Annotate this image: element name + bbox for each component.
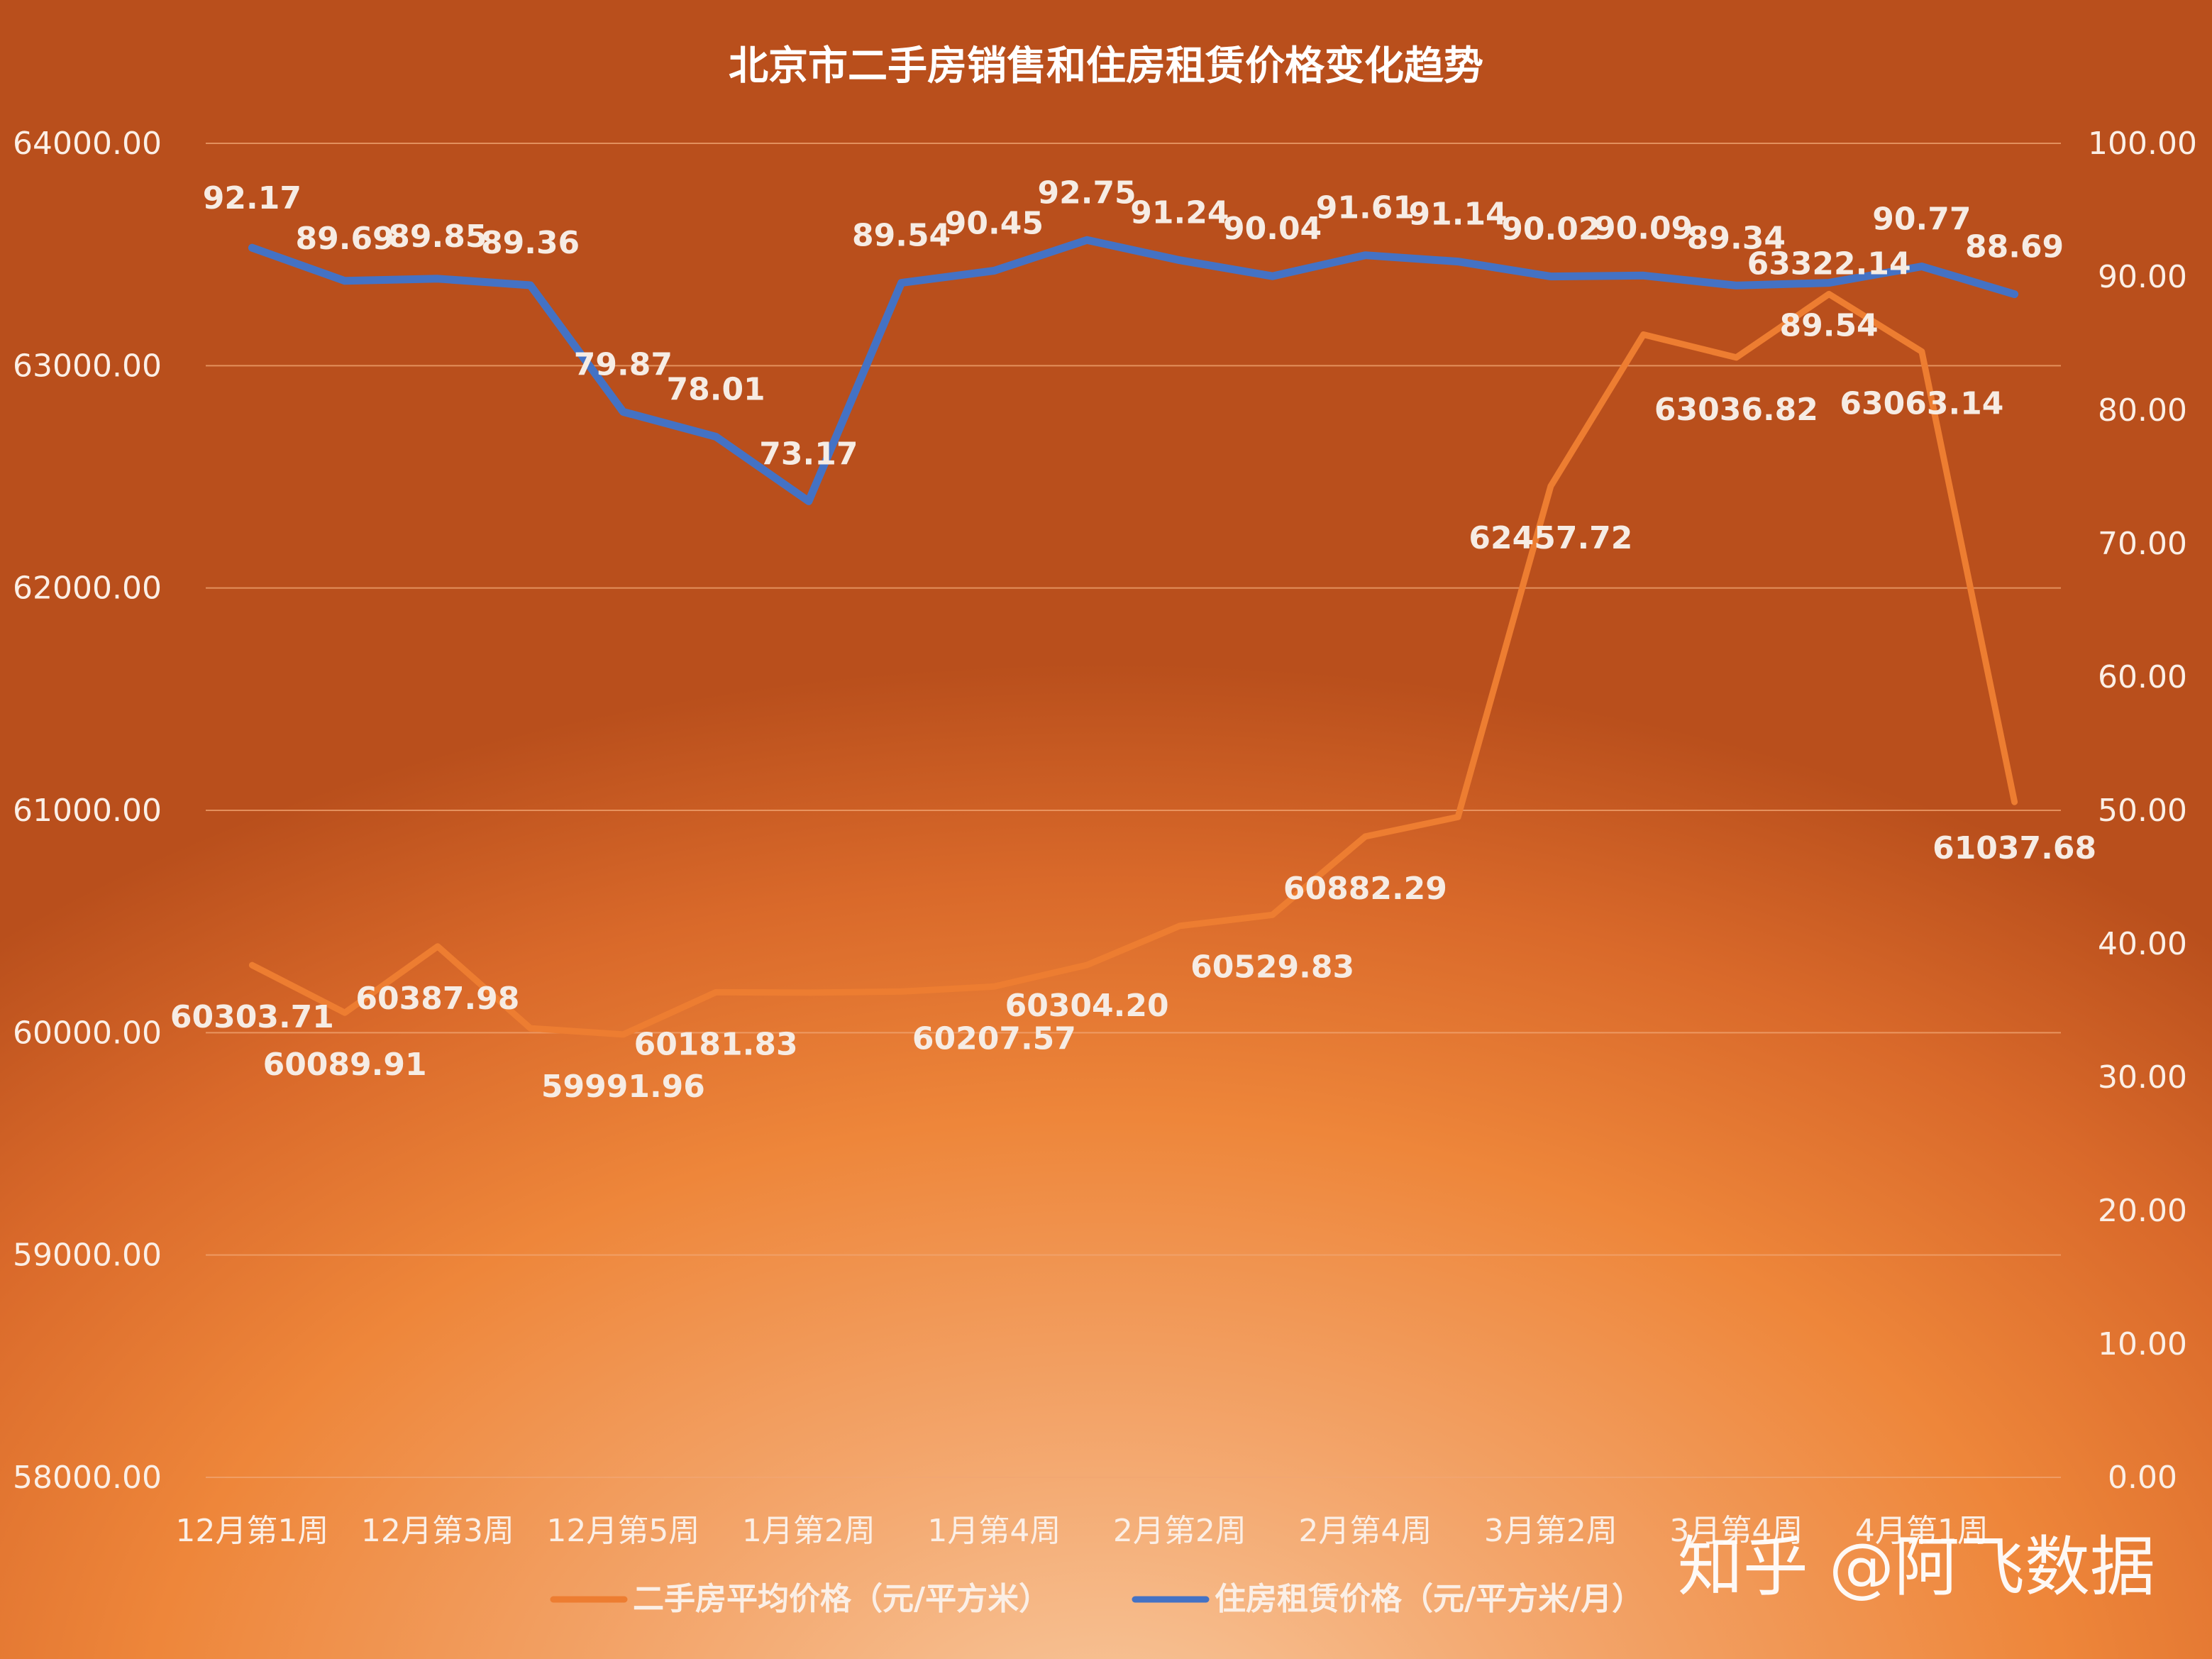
data-label-s0: 62457.72 [1469,520,1632,556]
data-label-s1: 90.04 [1223,211,1322,247]
data-labels: 60303.71 60089.91 60387.98 59991.96 60181.83… [170,175,2096,1105]
legend-label-1: 住房租赁价格（元/平方米/月） [1215,1581,1643,1617]
y-right-tick-label: 20.00 [2098,1193,2187,1229]
y-left-tick-label: 61000.00 [13,793,162,829]
series-line-1 [248,236,2019,505]
x-tick-label: 12月第1周 [175,1513,328,1549]
gridlines [206,143,2061,1478]
data-label-s0: 63322.14 [1747,246,1911,282]
y-right-tick-label: 100.00 [2088,126,2197,162]
y-left-tick-label: 59000.00 [13,1238,162,1274]
y-right-tick-label: 40.00 [2098,926,2187,962]
data-label-s0: 60089.91 [263,1047,427,1083]
data-label-s1: 91.24 [1130,195,1229,231]
y-right-tick-label: 80.00 [2098,392,2187,429]
data-label-s0: 60181.83 [634,1026,798,1062]
data-label-s1: 92.75 [1038,175,1137,211]
data-label-s1: 91.14 [1409,197,1508,233]
x-tick-label: 3月第4周 [1669,1513,1803,1549]
data-label-s1: 90.09 [1594,210,1693,246]
data-label-s1: 89.34 [1687,220,1786,256]
data-label-s0: 59991.96 [541,1069,705,1105]
y-right-tick-label: 10.00 [2098,1326,2187,1362]
y-right-tick-label: 70.00 [2098,526,2187,562]
chart-title: 北京市二手房销售和住房租赁价格变化趋势 [729,43,1483,89]
y-left-tick-label: 62000.00 [13,571,162,607]
x-tick-label: 1月第4周 [927,1513,1061,1549]
y-right-tick-label: 30.00 [2098,1059,2187,1096]
legend: 二手房平均价格（元/平方米） 住房租赁价格（元/平方米/月） [550,1581,1643,1617]
y-right-tick-label: 0.00 [2108,1460,2177,1496]
data-label-s1: 89.54 [852,218,951,254]
series-lines [248,236,2019,1038]
data-label-s1: 79.87 [574,346,673,382]
y-right-tick-label: 90.00 [2098,259,2187,295]
series-line-0 [248,290,2018,1038]
data-label-s0: 61037.68 [1932,830,2096,866]
data-label-s1: 73.17 [759,436,858,472]
data-label-s0: 60304.20 [1005,988,1169,1024]
y-left-tick-label: 63000.00 [13,348,162,384]
data-label-s0: 60303.71 [170,999,334,1035]
x-tick-label: 2月第2周 [1113,1513,1246,1549]
data-label-s1: 89.69 [296,221,394,257]
data-label-s1: 90.02 [1501,211,1600,248]
x-tick-label: 3月第2周 [1484,1513,1617,1549]
data-label-s1: 88.69 [1965,229,2064,265]
data-label-s1: 89.85 [388,219,487,255]
data-label-s0: 60387.98 [355,981,519,1017]
data-label-s1: 92.17 [203,180,302,216]
data-label-s0: 60529.83 [1190,949,1354,985]
data-label-s1: 90.77 [1872,202,1971,238]
y-axis-left: 58000.00 59000.00 60000.00 61000.00 62000.00… [13,126,162,1496]
data-label-s1: 91.61 [1316,190,1415,226]
x-tick-label: 1月第2周 [742,1513,875,1549]
data-label-s0: 63063.14 [1840,386,2003,422]
x-tick-label: 12月第3周 [361,1513,514,1549]
data-label-s0: 60882.29 [1283,871,1447,907]
data-label-s0: 60207.57 [912,1020,1076,1057]
y-right-tick-label: 60.00 [2098,659,2187,695]
data-label-s0: 63036.82 [1654,392,1818,428]
y-right-tick-label: 50.00 [2098,793,2187,829]
x-axis: 12月第1周 12月第3周 12月第5周 1月第2周 1月第4周 2月第2周 2月第4周 3月… [175,1513,1988,1549]
y-left-tick-label: 64000.00 [13,126,162,162]
x-tick-label: 2月第4周 [1298,1513,1432,1549]
data-label-s1: 90.45 [945,206,1044,242]
y-left-tick-label: 58000.00 [13,1460,162,1496]
x-tick-label: 4月第1周 [1855,1513,1989,1549]
data-label-s1: 89.54 [1780,308,1879,344]
y-left-tick-label: 60000.00 [13,1015,162,1051]
y-axis-right: 0.00 10.00 20.00 30.00 40.00 50.00 60.00 70.00 8… [2088,126,2197,1496]
legend-label-0: 二手房平均价格（元/平方米） [633,1581,1050,1617]
data-label-s1: 78.01 [667,371,765,407]
data-label-s1: 89.36 [481,225,580,261]
watermark: 知乎 @阿飞数据 [1678,1529,2155,1605]
x-tick-label: 12月第5周 [546,1513,699,1549]
